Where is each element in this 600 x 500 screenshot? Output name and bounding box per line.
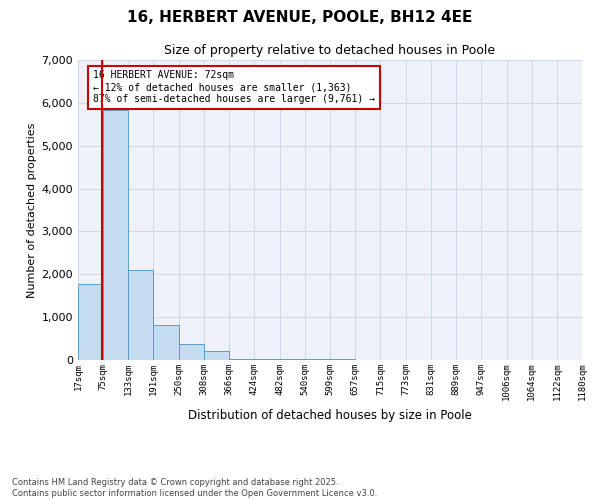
Text: 16 HERBERT AVENUE: 72sqm
← 12% of detached houses are smaller (1,363)
87% of sem: 16 HERBERT AVENUE: 72sqm ← 12% of detach… [93,70,375,104]
Bar [179,344,204,360]
Bar [204,351,229,360]
Bar [280,359,305,360]
Text: Contains HM Land Registry data © Crown copyright and database right 2025.
Contai: Contains HM Land Registry data © Crown c… [12,478,377,498]
Text: 16, HERBERT AVENUE, POOLE, BH12 4EE: 16, HERBERT AVENUE, POOLE, BH12 4EE [127,10,473,25]
Bar [154,325,179,360]
Bar [78,284,103,360]
X-axis label: Distribution of detached houses by size in Poole: Distribution of detached houses by size … [188,408,472,422]
Bar [229,358,254,360]
Y-axis label: Number of detached properties: Number of detached properties [28,122,37,298]
Bar [103,110,128,360]
Title: Size of property relative to detached houses in Poole: Size of property relative to detached ho… [164,44,496,58]
Bar [128,270,154,360]
Bar [254,359,280,360]
